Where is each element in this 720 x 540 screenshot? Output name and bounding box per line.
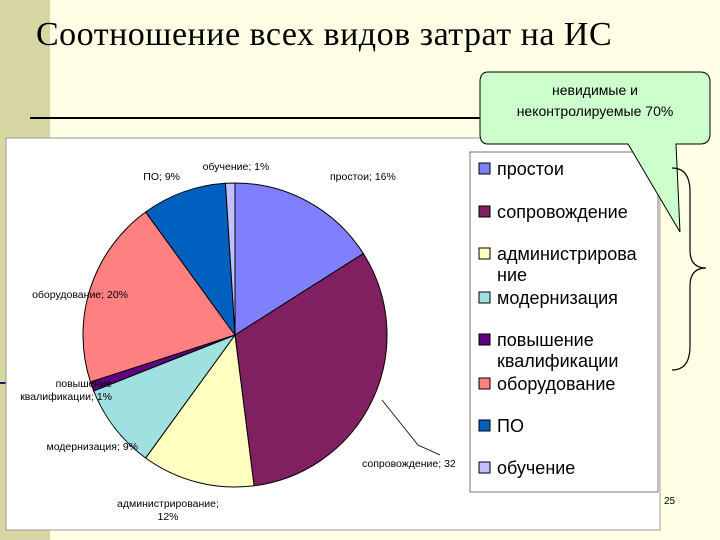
legend-label-6: ПО (497, 416, 524, 436)
legend-label-3: модернизация (497, 288, 618, 308)
pie-label-line: администрирование; (117, 498, 219, 510)
legend-label-line: модернизация (497, 288, 618, 308)
pie-slice-2 (144, 333, 255, 488)
legend-label-line: ПО (497, 416, 524, 436)
pie-label-4: повышение квалификации; 1% (20, 378, 112, 403)
pie-slice-0 (234, 182, 365, 336)
pie-label-5: оборудование; 20% (32, 289, 128, 301)
legend-label-line: оборудование (497, 374, 615, 394)
legend-swatch-7 (478, 461, 491, 474)
page-title: Соотношение всех видов затрат на ИС (36, 16, 613, 53)
pie-label-line: оборудование; 20% (32, 289, 128, 301)
pie-label-6: ПО; 9% (143, 171, 180, 183)
legend-swatch-3 (478, 291, 491, 304)
legend-label-2: администрирова ние (497, 244, 638, 285)
legend-label-7: обучение (497, 458, 575, 478)
brace (671, 167, 707, 371)
pie-label-line: модернизация; 9% (46, 441, 138, 453)
pie-label-line: простои; 16% (330, 171, 396, 183)
legend-swatch-2 (478, 247, 491, 260)
pie-chart: простои; 16% сопровождение; 32 администрир… (20, 161, 456, 523)
pie-label-0: простои; 16% (330, 171, 396, 183)
pie-label-3: модернизация; 9% (46, 441, 138, 453)
legend-label-0: простои (497, 159, 564, 179)
callout: невидимые и неконтролируемые 70% (479, 71, 711, 233)
legend-label-line: сопровождение (497, 202, 628, 222)
pie-label-7: обучение; 1% (203, 161, 270, 173)
pie-label-1: сопровождение; 32 (362, 458, 456, 470)
pie-slice-7 (224, 182, 236, 336)
legend-swatch-5 (478, 377, 491, 390)
pie-label-line: 12% (157, 511, 178, 523)
pie-label-line: ПО; 9% (143, 171, 180, 183)
pie-slice-5 (82, 211, 236, 383)
legend-label-5: оборудование (497, 374, 615, 394)
legend-label-line: повышение (497, 330, 594, 350)
pie-label-2: администрирование; 12% (117, 498, 219, 523)
legend-swatch-4 (478, 333, 491, 346)
legend-swatch-1 (478, 205, 491, 218)
pie-label-line: квалификации; 1% (20, 391, 112, 403)
left-rule (0, 382, 10, 384)
legend-label-line: простои (497, 159, 564, 179)
legend-label-1: сопровождение (497, 202, 628, 222)
legend: простои сопровождение администрирова ние мод… (478, 159, 638, 478)
legend-label-line: квалификации (497, 351, 618, 371)
pie-label-line: обучение; 1% (203, 161, 270, 173)
callout-line-2: неконтролируемые 70% (517, 103, 674, 119)
pie-label-line: сопровождение; 32 (362, 458, 456, 470)
legend-label-line: администрирова (497, 244, 638, 264)
leader-line (381, 399, 441, 456)
pie-label-line: повышение (56, 378, 113, 390)
pie-slice-1 (234, 252, 388, 487)
legend-box (469, 151, 659, 493)
pie-slice-3 (93, 333, 237, 459)
legend-swatch-0 (478, 162, 491, 175)
legend-swatch-6 (478, 419, 491, 432)
pie-slice-6 (144, 182, 236, 337)
title-rule (30, 117, 490, 119)
legend-label-line: обучение (497, 458, 575, 478)
callout-bubble (479, 71, 711, 233)
callout-line-1: невидимые и (552, 82, 638, 98)
slide-number: 25 (664, 496, 676, 507)
legend-label-line: ние (497, 265, 527, 285)
legend-label-4: повышение квалификации (497, 330, 618, 371)
